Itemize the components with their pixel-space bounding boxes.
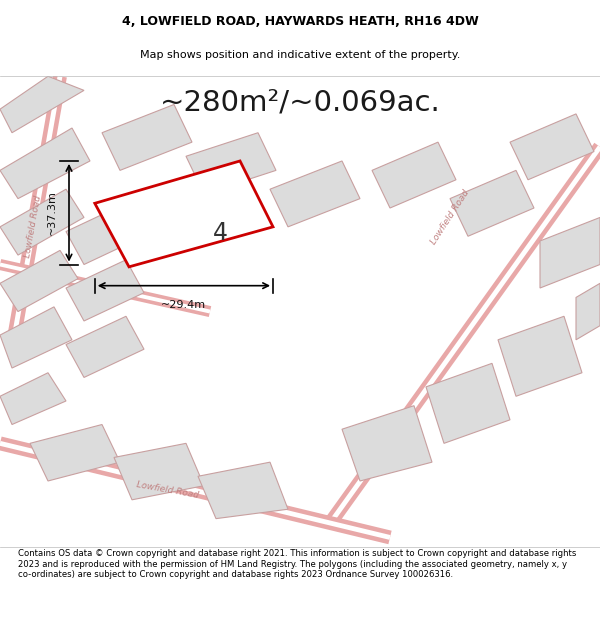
Text: Contains OS data © Crown copyright and database right 2021. This information is : Contains OS data © Crown copyright and d… (18, 549, 577, 579)
Polygon shape (66, 203, 144, 264)
Polygon shape (576, 283, 600, 340)
Polygon shape (66, 316, 144, 378)
Polygon shape (498, 316, 582, 396)
Polygon shape (198, 462, 288, 519)
Polygon shape (372, 142, 456, 208)
Polygon shape (450, 171, 534, 236)
Polygon shape (510, 114, 594, 180)
Polygon shape (0, 307, 72, 368)
Polygon shape (114, 443, 204, 500)
Polygon shape (270, 161, 360, 227)
Polygon shape (426, 363, 510, 443)
Polygon shape (0, 76, 84, 132)
Polygon shape (0, 251, 78, 311)
Polygon shape (66, 260, 144, 321)
Polygon shape (95, 161, 273, 267)
Polygon shape (186, 132, 276, 194)
Text: 4: 4 (212, 221, 228, 246)
Text: Lowfield Road: Lowfield Road (136, 481, 200, 500)
Text: Map shows position and indicative extent of the property.: Map shows position and indicative extent… (140, 49, 460, 59)
Polygon shape (30, 424, 120, 481)
Polygon shape (342, 406, 432, 481)
Text: ~29.4m: ~29.4m (161, 300, 206, 310)
Text: ~37.3m: ~37.3m (47, 190, 57, 235)
Text: 4, LOWFIELD ROAD, HAYWARDS HEATH, RH16 4DW: 4, LOWFIELD ROAD, HAYWARDS HEATH, RH16 4… (122, 15, 478, 28)
Text: Lowfield Road: Lowfield Road (23, 195, 43, 259)
Polygon shape (0, 128, 90, 199)
Text: Lowfield Road: Lowfield Road (429, 189, 471, 246)
Polygon shape (0, 189, 84, 255)
Polygon shape (0, 372, 66, 424)
Polygon shape (102, 104, 192, 171)
Polygon shape (540, 217, 600, 288)
Text: ~280m²/~0.069ac.: ~280m²/~0.069ac. (160, 88, 440, 116)
